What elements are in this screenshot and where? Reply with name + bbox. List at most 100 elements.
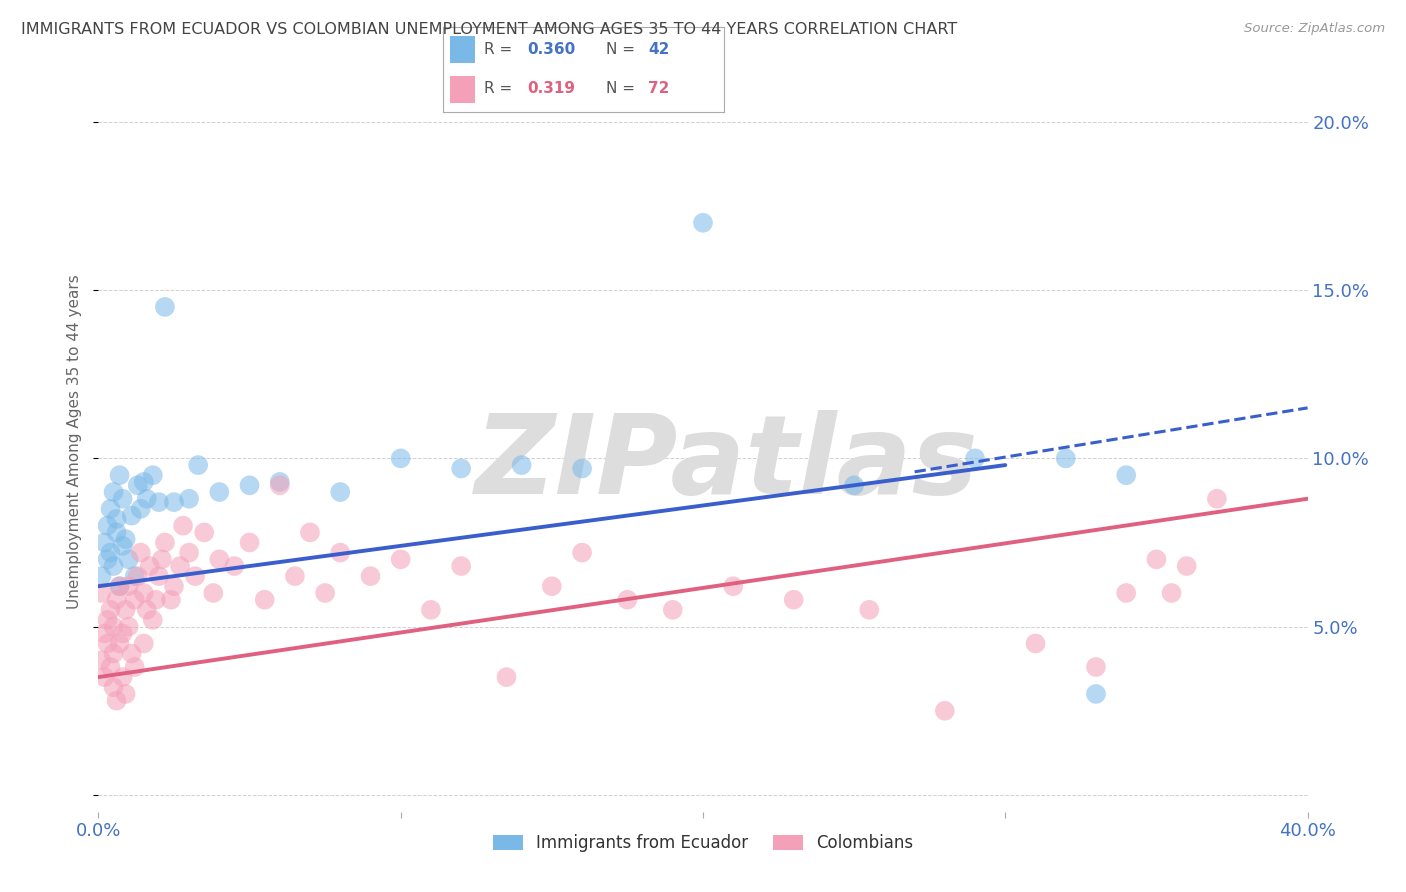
Point [1085,660,1108,674]
Text: Source: ZipAtlas.com: Source: ZipAtlas.com [1244,22,1385,36]
Point [208,485,231,500]
Point [96,518,118,533]
Point [224,559,246,574]
Point [142,468,165,483]
Point [783,592,806,607]
Point [105,512,128,526]
Point [723,579,745,593]
Point [103,647,125,661]
Point [118,579,141,593]
Text: ZIPatlas: ZIPatlas [475,410,979,517]
Point [90,586,112,600]
Point [1115,586,1137,600]
Point [329,546,352,560]
Point [121,647,143,661]
Point [142,613,165,627]
Point [858,603,880,617]
Point [135,491,157,506]
Point [93,670,115,684]
Point [420,603,443,617]
Point [450,461,472,475]
Point [105,592,128,607]
Point [139,559,162,574]
Point [269,475,291,489]
Point [187,458,209,472]
Point [90,653,112,667]
Point [129,546,152,560]
Point [314,586,336,600]
Point [118,552,141,566]
Text: R =: R = [484,81,512,96]
Point [172,518,194,533]
Point [179,546,201,560]
Point [111,491,134,506]
Point [179,491,201,506]
Point [692,216,714,230]
Point [184,569,207,583]
Point [96,552,118,566]
Point [153,535,176,549]
FancyBboxPatch shape [450,36,475,63]
Point [208,552,231,566]
Point [193,525,215,540]
Point [1085,687,1108,701]
Point [571,461,593,475]
Point [510,458,533,472]
Point [160,592,183,607]
Point [169,559,191,574]
Point [1054,451,1077,466]
Point [124,660,146,674]
Point [239,535,262,549]
Text: IMMIGRANTS FROM ECUADOR VS COLOMBIAN UNEMPLOYMENT AMONG AGES 35 TO 44 YEARS CORR: IMMIGRANTS FROM ECUADOR VS COLOMBIAN UNE… [21,22,957,37]
Point [132,475,155,489]
Point [360,569,382,583]
Point [145,592,167,607]
Point [100,603,122,617]
Point [148,495,170,509]
Point [153,300,176,314]
Point [127,478,149,492]
Point [202,586,225,600]
Point [389,552,412,566]
Point [127,569,149,583]
Point [103,680,125,694]
Point [148,569,170,583]
Point [150,552,173,566]
Text: N =: N = [606,42,636,57]
Point [100,501,122,516]
Point [299,525,322,540]
Point [129,501,152,516]
Point [111,626,134,640]
Point [105,525,128,540]
Point [111,670,134,684]
Point [108,579,131,593]
Point [114,532,136,546]
Point [114,603,136,617]
Text: 42: 42 [648,42,669,57]
Point [1160,586,1182,600]
Point [118,619,141,633]
Point [450,559,472,574]
Text: N =: N = [606,81,636,96]
Point [124,569,146,583]
Point [111,539,134,553]
Point [239,478,262,492]
Point [93,535,115,549]
Point [284,569,307,583]
Point [135,603,157,617]
Text: R =: R = [484,42,512,57]
FancyBboxPatch shape [450,76,475,103]
Y-axis label: Unemployment Among Ages 35 to 44 years: Unemployment Among Ages 35 to 44 years [67,274,83,609]
Point [389,451,412,466]
Point [571,546,593,560]
Point [1144,552,1167,566]
Text: 0.360: 0.360 [527,42,575,57]
Point [103,619,125,633]
Text: 72: 72 [648,81,669,96]
Point [1206,491,1229,506]
Point [253,592,276,607]
Point [90,569,112,583]
Point [108,636,131,650]
Point [844,478,866,492]
Point [100,546,122,560]
